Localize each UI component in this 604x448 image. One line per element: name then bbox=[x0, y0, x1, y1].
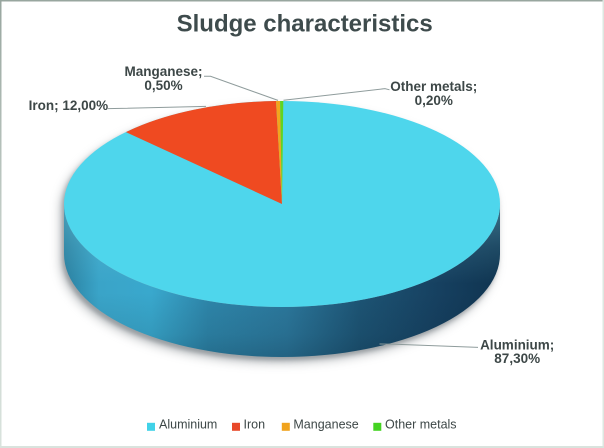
svg-text:Aluminium: Aluminium bbox=[159, 418, 217, 432]
svg-text:Manganese;: Manganese; bbox=[124, 64, 202, 79]
svg-text:87,30%: 87,30% bbox=[494, 351, 540, 366]
svg-text:0,20%: 0,20% bbox=[415, 93, 453, 108]
svg-text:Iron; 12,00%: Iron; 12,00% bbox=[29, 98, 109, 113]
svg-text:Other metals;: Other metals; bbox=[390, 79, 477, 94]
svg-text:Iron: Iron bbox=[244, 418, 266, 432]
svg-text:Aluminium;: Aluminium; bbox=[480, 338, 554, 353]
svg-text:Manganese: Manganese bbox=[293, 418, 358, 432]
svg-text:Other metals: Other metals bbox=[385, 418, 457, 432]
svg-text:Sludge characteristics: Sludge characteristics bbox=[177, 11, 433, 38]
svg-text:0,50%: 0,50% bbox=[144, 78, 182, 93]
